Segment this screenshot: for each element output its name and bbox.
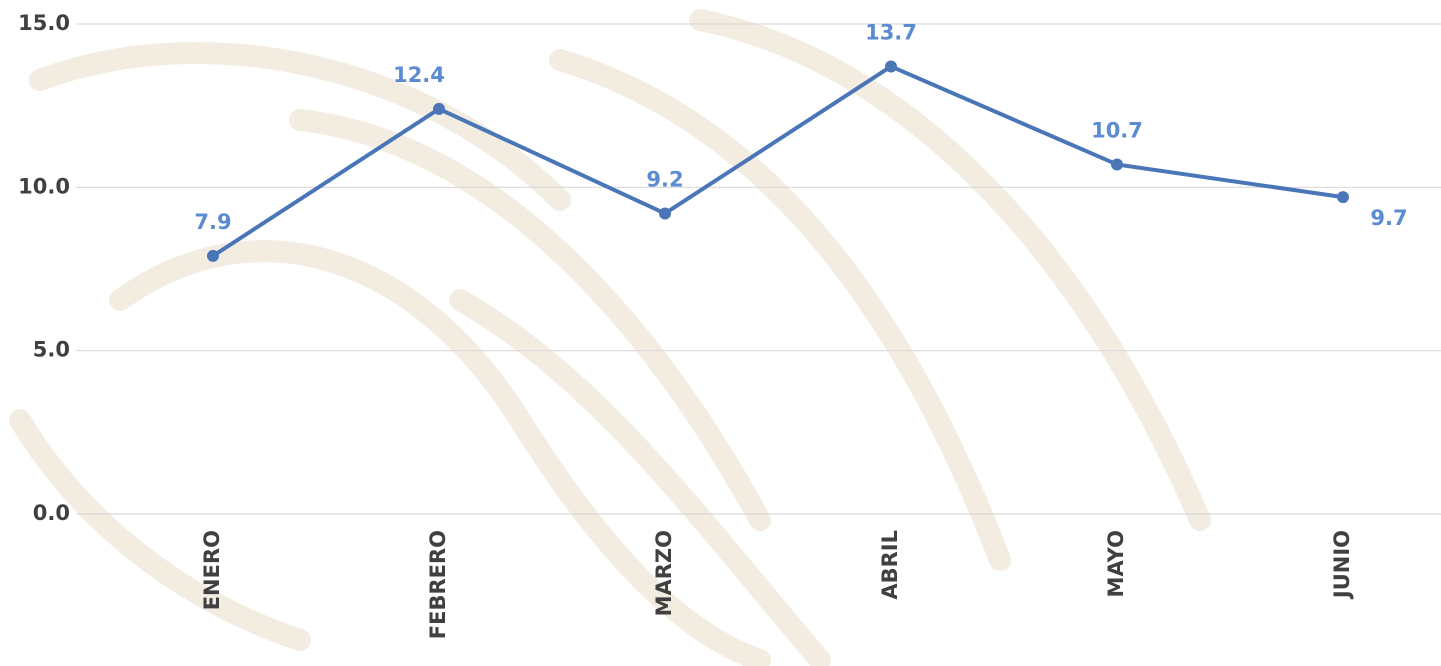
background-watermark <box>9 9 1211 666</box>
y-tick-label: 0.0 <box>33 501 70 525</box>
y-tick-label: 5.0 <box>33 338 70 362</box>
x-tick-label: MARZO <box>652 530 676 616</box>
data-label: 9.7 <box>1370 206 1407 230</box>
x-tick-label: ABRIL <box>878 530 902 600</box>
x-tick-label: MAYO <box>1104 530 1128 597</box>
point-marker <box>207 249 219 262</box>
point-marker <box>433 102 445 115</box>
data-label: 12.4 <box>393 63 445 87</box>
x-tick-label: JUNIO <box>1330 530 1354 600</box>
point-marker <box>659 207 671 220</box>
data-label: 7.9 <box>194 210 231 234</box>
point-marker <box>1337 191 1349 204</box>
data-label: 13.7 <box>865 20 917 44</box>
point-marker <box>885 60 897 73</box>
data-label: 9.2 <box>646 167 683 191</box>
point-marker <box>1111 158 1123 171</box>
x-tick-label: ENERO <box>200 530 224 610</box>
y-tick-label: 10.0 <box>18 174 70 198</box>
y-tick-label: 15.0 <box>18 11 70 35</box>
series-line <box>211 64 1344 258</box>
x-tick-label: FEBRERO <box>426 530 450 639</box>
data-label: 10.7 <box>1091 118 1143 142</box>
